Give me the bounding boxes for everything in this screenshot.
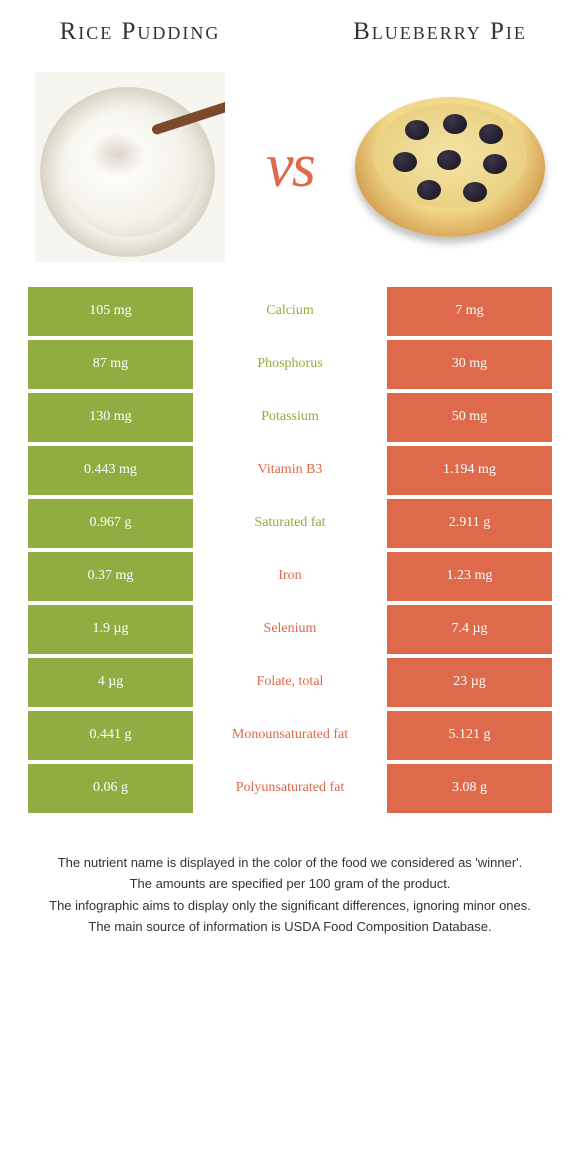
nutrient-label-cell: Monounsaturated fat (193, 711, 387, 760)
right-value-cell: 7.4 µg (387, 605, 552, 654)
right-value-cell: 1.23 mg (387, 552, 552, 601)
nutrient-label-cell: Selenium (193, 605, 387, 654)
footnote-line: The main source of information is USDA F… (30, 917, 550, 937)
right-value-cell: 30 mg (387, 340, 552, 389)
table-row: 87 mgPhosphorus30 mg (28, 340, 552, 389)
left-food-title: Rice Pudding (30, 18, 250, 47)
footnote-line: The amounts are specified per 100 gram o… (30, 874, 550, 894)
nutrient-label-cell: Potassium (193, 393, 387, 442)
nutrient-label-cell: Saturated fat (193, 499, 387, 548)
rice-pudding-icon (35, 72, 225, 262)
left-value-cell: 105 mg (28, 287, 193, 336)
left-food-image (30, 67, 230, 267)
nutrient-label-cell: Polyunsaturated fat (193, 764, 387, 813)
right-food-image (350, 67, 550, 267)
images-row: vs (0, 57, 580, 287)
table-row: 0.967 gSaturated fat2.911 g (28, 499, 552, 548)
table-row: 4 µgFolate, total23 µg (28, 658, 552, 707)
infographic-container: Rice Pudding Blueberry Pie vs (0, 0, 580, 937)
left-value-cell: 4 µg (28, 658, 193, 707)
left-value-cell: 0.441 g (28, 711, 193, 760)
titles-row: Rice Pudding Blueberry Pie (0, 0, 580, 57)
nutrient-table: 105 mgCalcium7 mg87 mgPhosphorus30 mg130… (28, 287, 552, 813)
left-value-cell: 1.9 µg (28, 605, 193, 654)
blueberry-pie-icon (355, 92, 545, 242)
footnotes: The nutrient name is displayed in the co… (30, 853, 550, 937)
table-row: 0.37 mgIron1.23 mg (28, 552, 552, 601)
table-row: 0.441 gMonounsaturated fat5.121 g (28, 711, 552, 760)
left-value-cell: 0.967 g (28, 499, 193, 548)
right-food-title: Blueberry Pie (330, 18, 550, 47)
table-row: 105 mgCalcium7 mg (28, 287, 552, 336)
table-row: 0.06 gPolyunsaturated fat3.08 g (28, 764, 552, 813)
table-row: 0.443 mgVitamin B31.194 mg (28, 446, 552, 495)
nutrient-label-cell: Phosphorus (193, 340, 387, 389)
left-value-cell: 130 mg (28, 393, 193, 442)
left-value-cell: 0.37 mg (28, 552, 193, 601)
nutrient-label-cell: Folate, total (193, 658, 387, 707)
right-value-cell: 7 mg (387, 287, 552, 336)
nutrient-label-cell: Vitamin B3 (193, 446, 387, 495)
footnote-line: The nutrient name is displayed in the co… (30, 853, 550, 873)
table-row: 1.9 µgSelenium7.4 µg (28, 605, 552, 654)
right-value-cell: 23 µg (387, 658, 552, 707)
nutrient-label-cell: Iron (193, 552, 387, 601)
left-value-cell: 0.443 mg (28, 446, 193, 495)
nutrient-label-cell: Calcium (193, 287, 387, 336)
right-value-cell: 3.08 g (387, 764, 552, 813)
right-value-cell: 1.194 mg (387, 446, 552, 495)
table-row: 130 mgPotassium50 mg (28, 393, 552, 442)
right-value-cell: 5.121 g (387, 711, 552, 760)
footnote-line: The infographic aims to display only the… (30, 896, 550, 916)
left-value-cell: 87 mg (28, 340, 193, 389)
right-value-cell: 2.911 g (387, 499, 552, 548)
vs-label: vs (266, 131, 314, 202)
left-value-cell: 0.06 g (28, 764, 193, 813)
right-value-cell: 50 mg (387, 393, 552, 442)
